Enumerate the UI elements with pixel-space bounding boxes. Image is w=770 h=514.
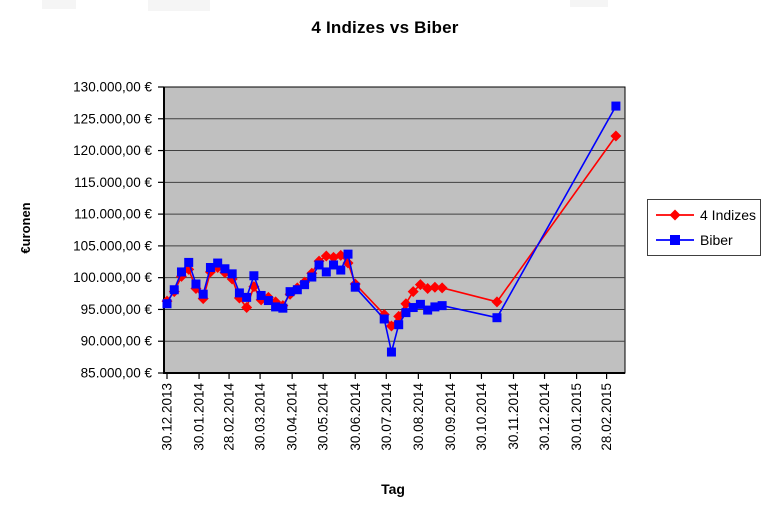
data-point-biber — [415, 299, 425, 309]
x-tick-label: 30.09.2014 — [443, 383, 458, 451]
data-point-biber — [256, 290, 266, 300]
y-tick-label: 100.000,00 € — [73, 270, 152, 285]
data-point-biber — [278, 303, 288, 313]
data-point-biber — [423, 305, 433, 315]
x-tick-label: 30.10.2014 — [474, 383, 489, 451]
legend-label: 4 Indizes — [700, 207, 757, 223]
data-point-biber — [300, 280, 310, 290]
data-point-biber — [307, 272, 317, 282]
cropped-text-artifact — [42, 0, 76, 9]
data-point-biber — [401, 308, 411, 318]
legend-marker-square-icon — [656, 235, 694, 245]
data-point-4-indizes — [414, 279, 426, 291]
data-point-biber — [220, 264, 230, 274]
data-point-biber — [292, 285, 302, 295]
x-tick-label: 30.06.2014 — [348, 383, 363, 451]
x-tick-label: 30.05.2014 — [316, 383, 331, 451]
data-point-biber — [213, 258, 223, 268]
data-point-biber — [176, 267, 186, 277]
data-point-4-indizes — [320, 250, 332, 262]
data-point-biber — [386, 347, 396, 357]
x-tick-label: 30.01.2015 — [569, 383, 584, 451]
data-point-4-indizes — [407, 286, 419, 298]
y-tick-label: 95.000,00 € — [81, 302, 153, 317]
x-tick-label: 28.02.2014 — [222, 383, 237, 451]
data-point-4-indizes — [429, 281, 441, 293]
data-point-biber — [162, 299, 172, 309]
data-point-biber — [336, 265, 346, 275]
x-tick-label: 30.08.2014 — [411, 383, 426, 451]
y-tick-label: 115.000,00 € — [74, 175, 152, 190]
legend-item-biber: Biber — [654, 229, 760, 251]
data-point-4-indizes — [422, 282, 434, 294]
x-tick-label: 30.03.2014 — [253, 383, 268, 451]
data-point-biber — [285, 287, 295, 297]
data-point-biber — [329, 260, 339, 270]
x-tick-label: 30.07.2014 — [379, 383, 394, 451]
data-point-biber — [379, 314, 389, 324]
data-point-biber — [430, 302, 440, 312]
x-tick-label: 30.11.2014 — [506, 383, 521, 450]
data-point-biber — [321, 267, 331, 277]
data-point-biber — [492, 313, 502, 323]
data-point-biber — [343, 249, 353, 259]
data-point-biber — [169, 285, 179, 295]
y-tick-label: 110.000,00 € — [74, 207, 152, 222]
cropped-text-artifact — [148, 0, 210, 11]
plot-background — [163, 86, 626, 374]
y-tick-label: 85.000,00 € — [81, 366, 153, 381]
data-point-biber — [184, 257, 194, 267]
data-point-biber — [271, 302, 281, 312]
data-point-biber — [205, 262, 215, 272]
x-tick-label: 30.12.2014 — [537, 383, 552, 451]
x-axis-title: Tag — [381, 481, 405, 497]
data-point-biber — [611, 101, 621, 111]
x-tick-label: 28.02.2015 — [599, 383, 614, 451]
legend-label: Biber — [700, 232, 733, 248]
data-point-biber — [191, 279, 201, 289]
cropped-text-artifact — [570, 0, 608, 7]
data-point-biber — [234, 288, 244, 298]
chart-title: 4 Indizes vs Biber — [311, 18, 459, 37]
y-tick-label: 105.000,00 € — [73, 238, 152, 253]
y-tick-label: 90.000,00 € — [81, 334, 153, 349]
legend-item-4-indizes: 4 Indizes — [654, 204, 760, 226]
data-point-biber — [408, 303, 418, 313]
x-tick-label: 30.04.2014 — [285, 383, 300, 451]
data-point-biber — [198, 289, 208, 299]
data-point-biber — [350, 282, 360, 292]
data-point-4-indizes — [241, 302, 253, 314]
data-point-biber — [227, 269, 237, 279]
x-tick-label: 30.01.2014 — [192, 383, 207, 451]
data-point-biber — [394, 320, 404, 330]
y-tick-label: 120.000,00 € — [73, 143, 152, 158]
legend: 4 Indizes Biber — [647, 199, 761, 256]
y-tick-label: 130.000,00 € — [73, 80, 152, 95]
data-point-biber — [249, 271, 259, 281]
data-point-4-indizes — [491, 296, 503, 308]
x-tick-label: 30.12.2013 — [160, 383, 175, 451]
data-point-biber — [314, 260, 324, 270]
data-point-4-indizes — [610, 130, 622, 142]
data-point-biber — [437, 301, 447, 311]
y-tick-label: 125.000,00 € — [73, 111, 152, 126]
legend-marker-diamond-icon — [656, 209, 694, 221]
data-point-biber — [263, 296, 273, 306]
data-point-biber — [242, 292, 252, 302]
data-point-4-indizes — [436, 282, 448, 294]
